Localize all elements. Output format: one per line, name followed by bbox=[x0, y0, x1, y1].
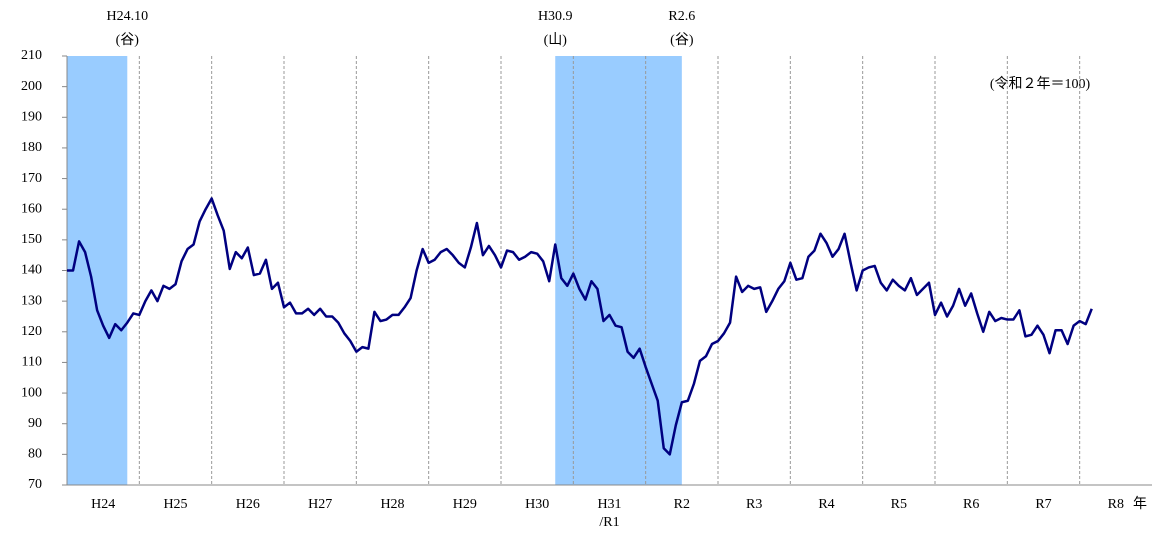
turning-point-label: (山) bbox=[544, 32, 568, 48]
y-tick-label: 80 bbox=[28, 447, 42, 462]
x-tick-label: H28 bbox=[380, 497, 404, 512]
y-tick-label: 170 bbox=[21, 171, 42, 186]
turning-point-label: (谷) bbox=[116, 32, 140, 48]
x-tick-label: H27 bbox=[308, 497, 332, 512]
x-tick-label: R2 bbox=[674, 497, 690, 512]
x-tick-label: R8 bbox=[1108, 497, 1124, 512]
y-tick-label: 160 bbox=[21, 201, 42, 216]
y-tick-label: 140 bbox=[21, 263, 42, 278]
x-tick-label: H30 bbox=[525, 497, 549, 512]
recession-shade bbox=[67, 56, 128, 485]
recession-shade bbox=[555, 56, 682, 485]
y-tick-label: 210 bbox=[21, 48, 42, 63]
unit-note: (令和２年＝100) bbox=[990, 76, 1091, 92]
x-tick-label: /R1 bbox=[599, 515, 619, 530]
y-tick-label: 100 bbox=[21, 385, 42, 400]
turning-point-label: (谷) bbox=[670, 32, 694, 48]
turning-point-label: H24.10 bbox=[106, 9, 148, 24]
x-axis-unit: 年 bbox=[1133, 496, 1147, 512]
x-tick-label: H31 bbox=[597, 497, 621, 512]
turning-point-label: H30.9 bbox=[538, 9, 573, 24]
x-tick-label: R6 bbox=[963, 497, 979, 512]
y-tick-label: 190 bbox=[21, 110, 42, 125]
y-tick-label: 200 bbox=[21, 79, 42, 94]
y-tick-label: 150 bbox=[21, 232, 42, 247]
y-tick-label: 90 bbox=[28, 416, 42, 431]
x-tick-label: H29 bbox=[453, 497, 477, 512]
y-tick-label: 120 bbox=[21, 324, 42, 339]
y-tick-label: 110 bbox=[22, 355, 42, 370]
x-tick-label: R5 bbox=[891, 497, 907, 512]
y-tick-label: 180 bbox=[21, 140, 42, 155]
x-tick-label: R7 bbox=[1035, 497, 1051, 512]
data-line bbox=[67, 197, 1093, 456]
y-tick-label: 70 bbox=[28, 477, 42, 492]
x-tick-label: H26 bbox=[236, 497, 260, 512]
x-tick-label: R3 bbox=[746, 497, 762, 512]
x-tick-label: H24 bbox=[91, 497, 115, 512]
y-tick-label: 130 bbox=[21, 293, 42, 308]
x-tick-label: R4 bbox=[818, 497, 834, 512]
turning-point-label: R2.6 bbox=[668, 9, 695, 24]
x-tick-label: H25 bbox=[163, 497, 187, 512]
